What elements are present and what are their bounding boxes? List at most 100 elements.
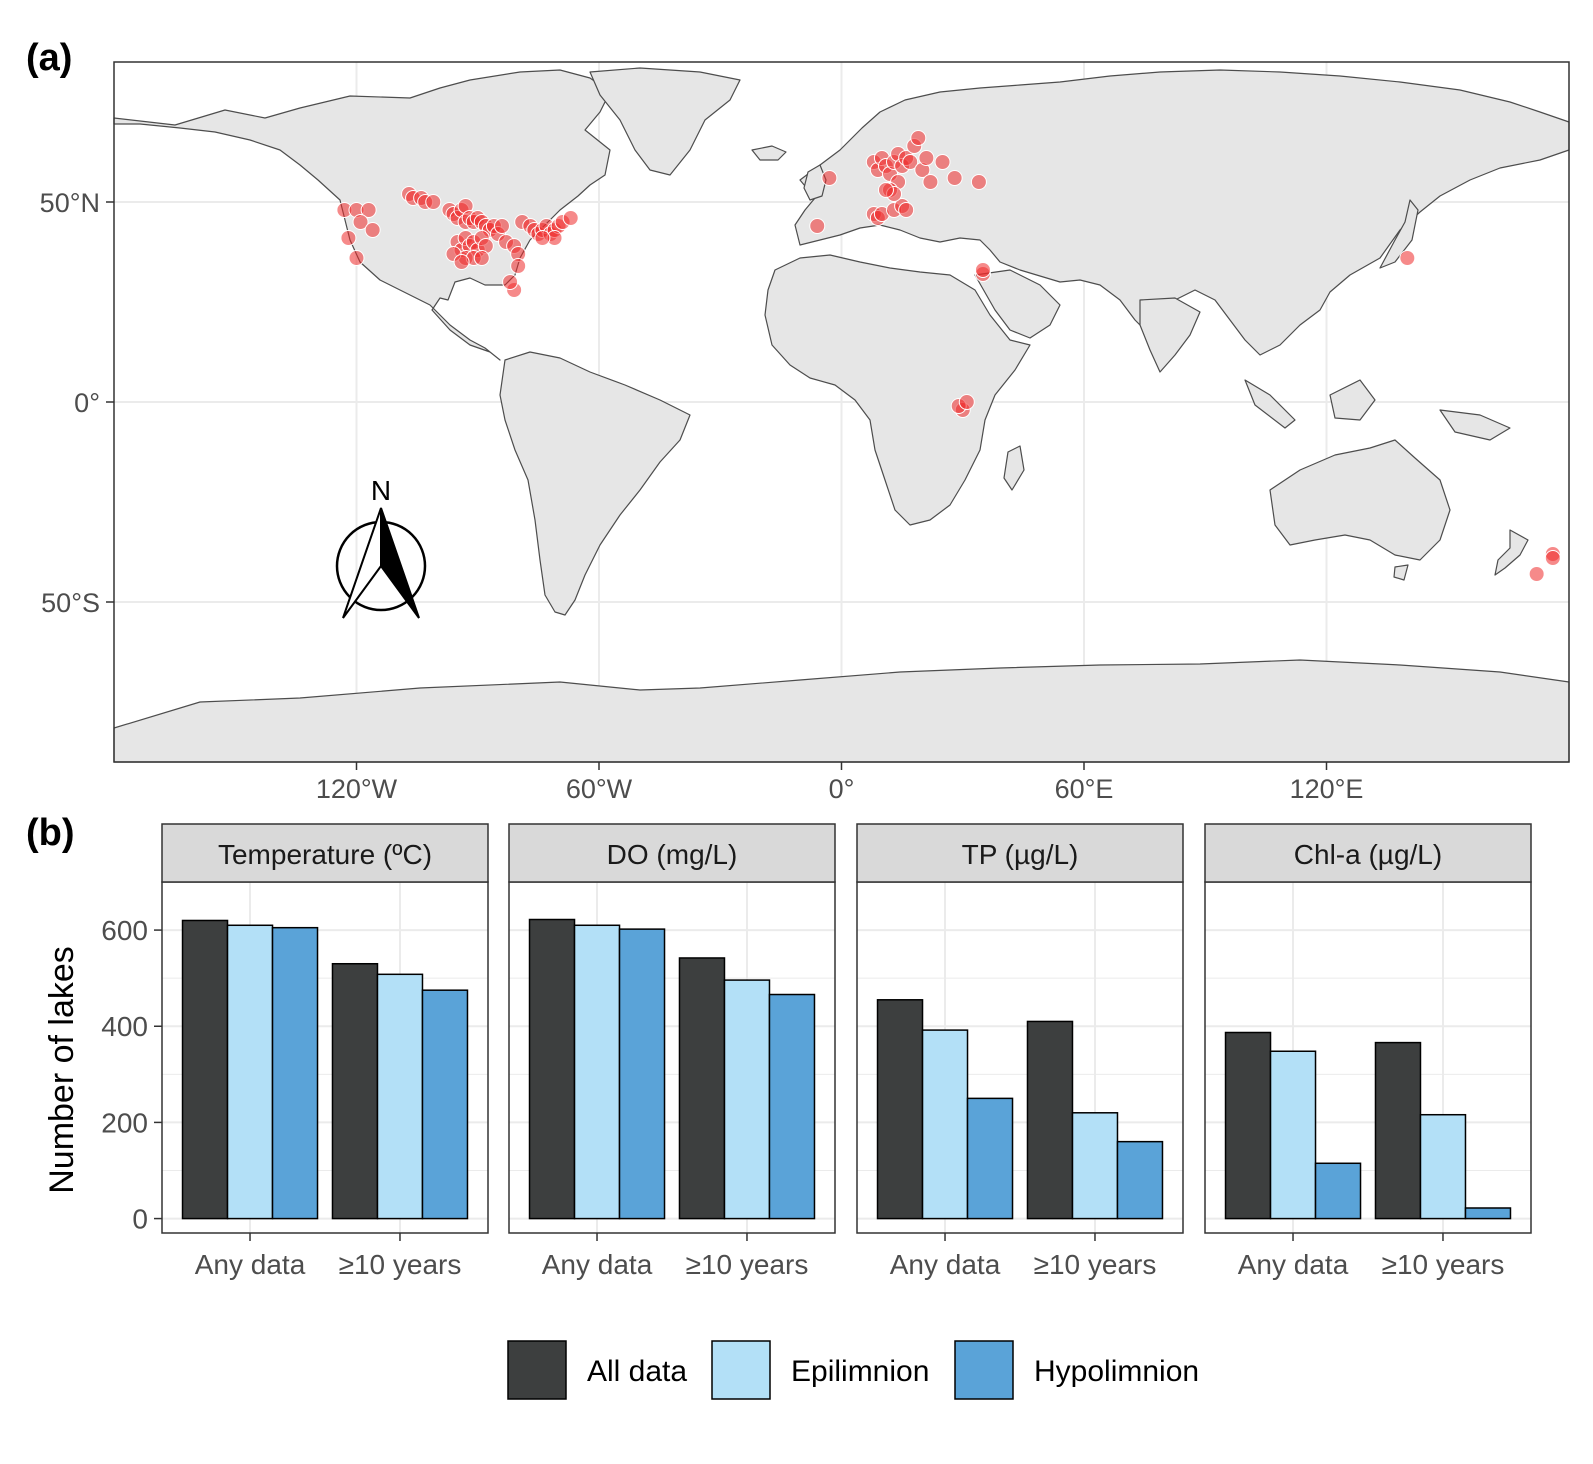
- legend-item: Epilimnion: [711, 1340, 929, 1400]
- bar: [1116, 1140, 1164, 1220]
- legend-label: Epilimnion: [791, 1355, 929, 1388]
- facet-strip: [508, 823, 836, 883]
- x-tick-label: ≥10 years: [1382, 1249, 1505, 1280]
- bar: [1026, 1020, 1074, 1220]
- lake-point: [360, 202, 377, 218]
- landmass-great-britain: [803, 164, 827, 201]
- lake-point: [534, 230, 551, 246]
- map-y-tick-label: 50°S: [41, 588, 100, 618]
- bar: [723, 979, 771, 1220]
- lake-point: [934, 154, 951, 170]
- landmass-borneo: [1329, 379, 1376, 421]
- bar: [1464, 1207, 1512, 1220]
- x-tick-label: ≥10 years: [686, 1249, 809, 1280]
- bar: [181, 919, 229, 1220]
- bar: [678, 957, 726, 1220]
- north-arrow-label: N: [371, 475, 391, 506]
- bar: [331, 962, 379, 1220]
- bar: [966, 1097, 1014, 1220]
- bar: [226, 924, 274, 1220]
- lake-point: [364, 222, 381, 238]
- lake-point: [898, 202, 915, 218]
- map-x-tick-label: 60°E: [1055, 774, 1114, 804]
- legend-label: All data: [587, 1355, 687, 1388]
- bar: [271, 926, 319, 1220]
- lake-point: [473, 250, 490, 266]
- map-x-tick-label: 0°: [829, 774, 855, 804]
- facet-title: TP (µg/L): [962, 839, 1079, 870]
- bar-charts: Any data ≥10 years Temperature (ºC) 0 200 400…: [101, 823, 1532, 1280]
- lake-point: [821, 170, 838, 186]
- x-tick-label: Any data: [890, 1249, 1001, 1280]
- bar-panel: Any data ≥10 years Temperature (ºC) 0 200 400…: [101, 823, 489, 1280]
- landmass-greenland: [589, 67, 741, 176]
- bar-panel: Any data ≥10 years Chl-a (µg/L): [1204, 823, 1532, 1280]
- legend-label: Hypolimnion: [1034, 1355, 1199, 1388]
- legend: All data Epilimnion Hypolimnion: [507, 1340, 1199, 1400]
- y-tick-label: 200: [101, 1107, 148, 1138]
- x-tick-label: Any data: [195, 1249, 306, 1280]
- x-tick-label: ≥10 years: [339, 1249, 462, 1280]
- x-tick-label: Any data: [542, 1249, 653, 1280]
- lake-point: [348, 250, 365, 266]
- landmass-india: [1139, 297, 1201, 373]
- lake-point: [877, 182, 894, 198]
- lake-point: [352, 214, 369, 230]
- facet-strip: [1204, 823, 1532, 883]
- landmass-south-america: [499, 351, 691, 616]
- bar: [573, 924, 621, 1220]
- lake-point: [502, 274, 519, 290]
- landmass-australia: [1269, 439, 1451, 561]
- facet-title: Temperature (ºC): [218, 839, 432, 870]
- bar: [921, 1029, 969, 1220]
- bar: [618, 928, 666, 1220]
- lake-point: [1544, 550, 1561, 566]
- landmass-iceland: [751, 145, 787, 161]
- legend-item: All data: [507, 1340, 687, 1400]
- lake-points: [336, 130, 1561, 582]
- landmass-tasmania: [1393, 564, 1409, 581]
- facet-strip: [856, 823, 1184, 883]
- lake-point: [974, 262, 991, 278]
- map-x-tick-label: 60°W: [566, 774, 633, 804]
- y-tick-label: 600: [101, 915, 148, 946]
- legend-swatch: [711, 1340, 771, 1400]
- map-axis-ticks: 50°N 0° 50°S 120°W 60°W 0° 60°E 120°E: [40, 188, 1364, 804]
- legend-swatch: [954, 1340, 1014, 1400]
- lake-point: [510, 258, 527, 274]
- facet-title: Chl-a (µg/L): [1294, 839, 1442, 870]
- legend-item: Hypolimnion: [954, 1340, 1199, 1400]
- lake-point: [562, 210, 579, 226]
- bar: [1374, 1041, 1422, 1220]
- bar: [1071, 1112, 1119, 1220]
- landmass-eurasia: [794, 69, 1570, 356]
- lake-point: [1528, 566, 1545, 582]
- map-x-tick-label: 120°E: [1290, 774, 1364, 804]
- landmass-africa: [764, 254, 1031, 526]
- lake-point: [340, 230, 357, 246]
- bar: [1269, 1050, 1317, 1220]
- y-tick-label: 400: [101, 1011, 148, 1042]
- landmass-new-guinea: [1439, 409, 1511, 441]
- bar: [376, 973, 424, 1220]
- bar: [1224, 1031, 1272, 1220]
- facet-title: DO (mg/L): [607, 839, 738, 870]
- landmass-sumatra: [1244, 379, 1296, 429]
- lake-point: [809, 218, 826, 234]
- bar-panel: Any data ≥10 years TP (µg/L): [856, 823, 1184, 1280]
- map-y-tick-label: 0°: [74, 388, 100, 418]
- bar: [421, 989, 469, 1220]
- panel-a-label: (a): [26, 37, 72, 79]
- world-map: 50°N 0° 50°S 120°W 60°W 0° 60°E 120°E N: [40, 61, 1570, 804]
- map-x-tick-label: 120°W: [316, 774, 398, 804]
- lake-point: [1399, 250, 1416, 266]
- x-tick-label: ≥10 years: [1034, 1249, 1157, 1280]
- lake-point: [918, 150, 935, 166]
- landmass-arabia: [974, 269, 1061, 339]
- lake-point: [922, 174, 939, 190]
- bar-panel: Any data ≥10 years DO (mg/L): [508, 823, 836, 1280]
- bar: [1314, 1162, 1362, 1220]
- north-arrow: N: [335, 475, 427, 619]
- bar: [768, 993, 816, 1220]
